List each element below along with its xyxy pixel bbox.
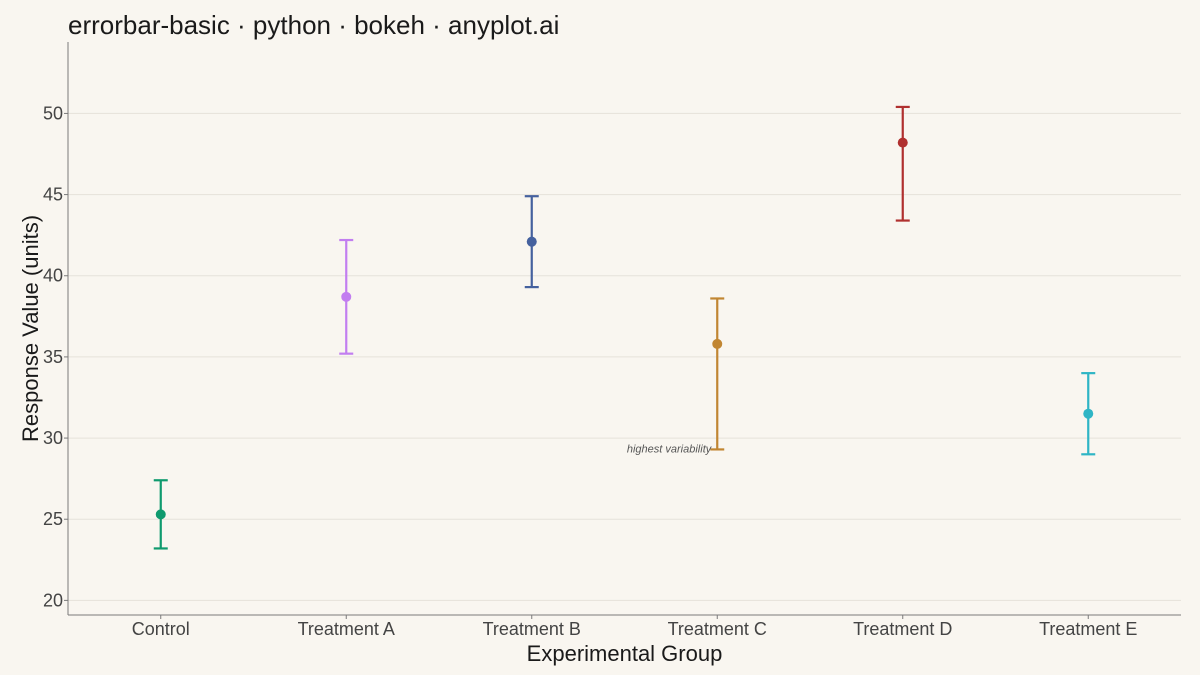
x-tick-label: Treatment E xyxy=(1039,619,1137,639)
error-bar-group xyxy=(524,195,539,289)
y-tick-label: 45 xyxy=(43,185,63,205)
x-tick-label: Treatment C xyxy=(668,619,767,639)
annotation-text: highest variability xyxy=(627,443,713,455)
error-bar-group xyxy=(153,479,168,550)
grid xyxy=(68,112,1181,601)
error-bars xyxy=(153,105,1096,550)
y-ticks: 20 25 30 35 40 45 50 xyxy=(43,103,68,610)
y-tick-label: 20 xyxy=(43,590,63,610)
y-tick-label: 50 xyxy=(43,103,63,123)
mean-point xyxy=(897,137,908,148)
y-tick-label: 30 xyxy=(43,428,63,448)
chart-title: errorbar-basic · python · bokeh · anyplo… xyxy=(68,10,559,40)
y-tick-label: 35 xyxy=(43,347,63,367)
y-axis-label: Response Value (units) xyxy=(18,215,43,442)
y-tick-label: 40 xyxy=(43,266,63,286)
x-ticks: Control Treatment A Treatment B Treatment C… xyxy=(132,615,1137,639)
x-tick-label: Treatment A xyxy=(298,619,395,639)
mean-point xyxy=(155,509,166,520)
error-bar-group xyxy=(710,297,725,451)
error-bar-group xyxy=(895,105,910,222)
x-tick-label: Control xyxy=(132,619,190,639)
annotations: highest variability xyxy=(627,443,713,455)
mean-point xyxy=(1083,408,1094,419)
error-bar-group xyxy=(339,238,354,355)
mean-point xyxy=(526,236,537,247)
mean-point xyxy=(341,291,352,302)
y-tick-label: 25 xyxy=(43,509,63,529)
error-bar-group xyxy=(1081,372,1096,456)
x-axis-label: Experimental Group xyxy=(527,641,723,666)
mean-point xyxy=(712,338,723,349)
x-tick-label: Treatment B xyxy=(483,619,581,639)
x-tick-label: Treatment D xyxy=(853,619,952,639)
